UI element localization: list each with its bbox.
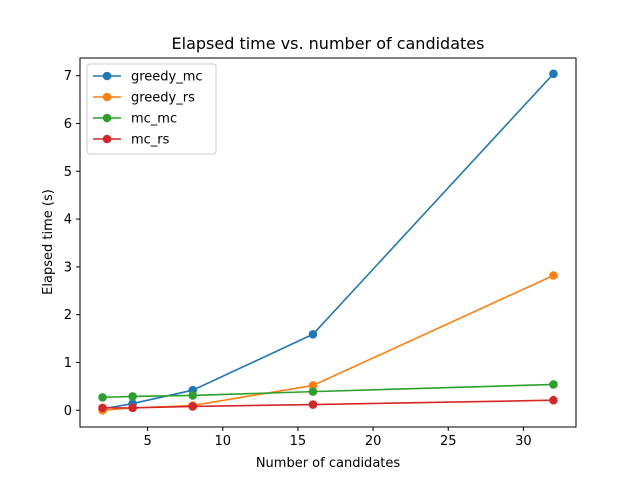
series-mc-mc (98, 380, 558, 402)
y-tick-label: 0 (64, 404, 72, 419)
series-layer (98, 69, 558, 415)
legend: greedy_mc greedy_rs mc_mc mc_rs (86, 63, 217, 155)
legend-marker (102, 92, 112, 102)
series-mc-rs (98, 395, 558, 413)
data-point (549, 395, 558, 405)
y-tick-label: 1 (64, 356, 72, 371)
legend-label: greedy_rs (131, 91, 195, 106)
legend-item: mc_rs (93, 133, 170, 148)
legend-marker (102, 71, 112, 81)
y-tick-label: 2 (64, 308, 72, 323)
y-tick-label: 4 (64, 213, 72, 228)
data-point (188, 391, 198, 400)
y-axis: 0 1 2 3 4 5 6 7 (64, 69, 80, 419)
data-point (549, 380, 558, 389)
data-point (98, 403, 107, 413)
x-tick-label: 15 (290, 434, 307, 449)
x-tick-label: 10 (215, 434, 232, 449)
x-axis-title: Number of candidates (256, 456, 401, 471)
legend-item: mc_mc (93, 112, 177, 127)
y-tick-label: 3 (64, 260, 72, 275)
y-tick-label: 6 (64, 117, 72, 132)
legend-marker (102, 134, 112, 144)
data-point (98, 393, 107, 402)
x-tick-label: 30 (515, 434, 532, 449)
x-axis: 5 10 15 20 25 30 (143, 427, 532, 449)
legend-item: greedy_rs (93, 91, 195, 106)
data-point (308, 400, 318, 409)
y-tick-label: 5 (64, 165, 72, 180)
chart-title: Elapsed time vs. number of candidates (172, 34, 485, 53)
y-tick-label: 7 (64, 69, 72, 84)
y-axis-title: Elapsed time (s) (41, 189, 56, 295)
x-tick-label: 20 (365, 434, 382, 449)
data-point (549, 69, 558, 79)
legend-box (86, 63, 217, 155)
legend-marker (102, 113, 112, 123)
data-point (128, 403, 137, 413)
data-point (188, 402, 198, 411)
legend-item: greedy_mc (93, 70, 203, 85)
data-point (128, 392, 137, 401)
legend-label: greedy_mc (131, 70, 203, 85)
data-point (549, 271, 558, 280)
data-point (308, 381, 318, 390)
data-point (308, 329, 318, 339)
data-point (308, 387, 318, 396)
legend-label: mc_rs (131, 133, 170, 148)
legend-label: mc_mc (131, 112, 177, 127)
x-tick-label: 5 (143, 434, 151, 449)
x-tick-label: 25 (440, 434, 457, 449)
